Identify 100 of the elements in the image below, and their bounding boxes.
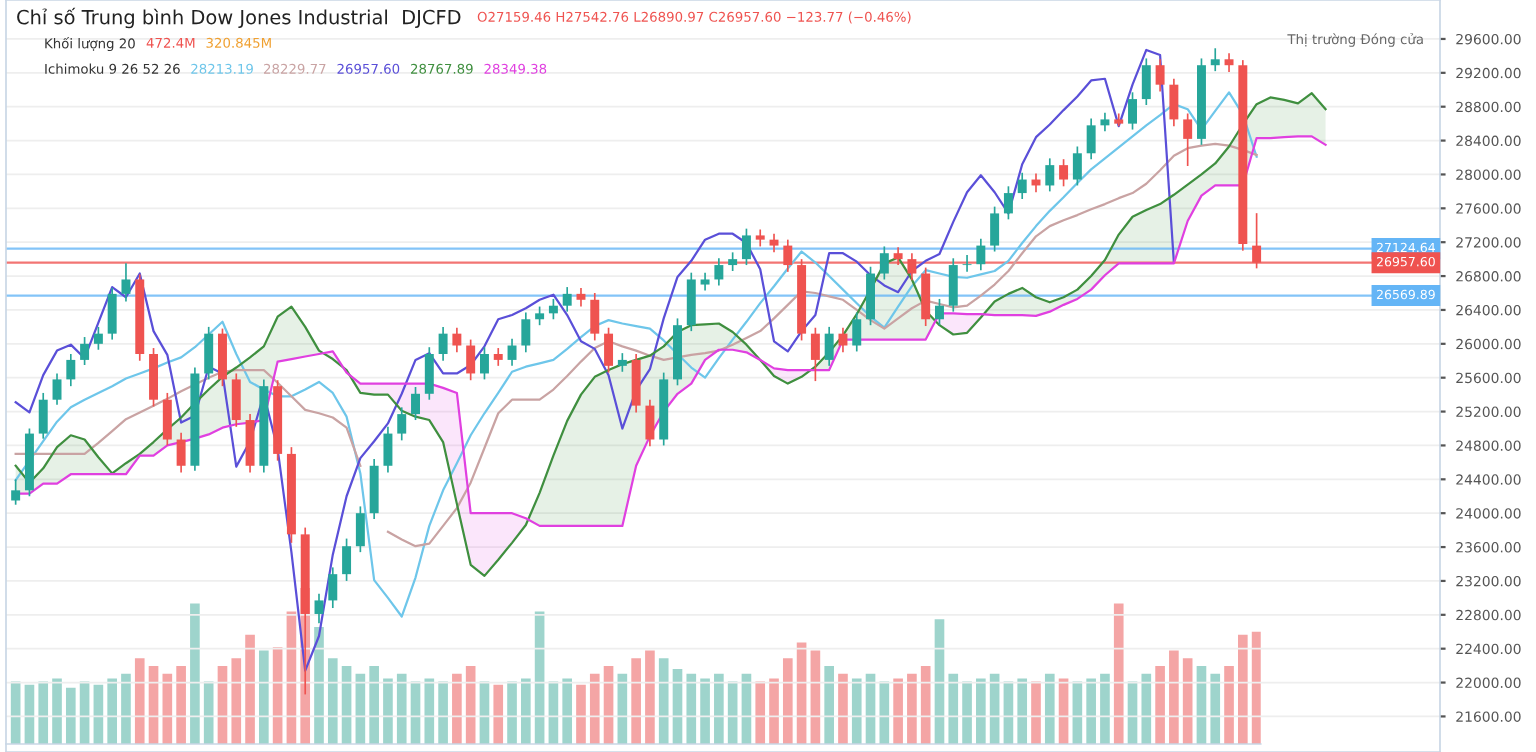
candlestick — [149, 347, 159, 408]
candlestick — [204, 326, 214, 381]
candlestick — [80, 336, 90, 366]
candlestick — [66, 353, 76, 387]
candlestick — [452, 326, 462, 354]
bar — [934, 619, 945, 744]
bar — [1058, 678, 1069, 744]
bar — [686, 673, 697, 744]
candlestick — [1169, 77, 1179, 128]
candlestick — [52, 372, 62, 406]
bar — [493, 684, 504, 744]
bar — [424, 678, 435, 744]
bar — [700, 678, 710, 744]
candlestick — [976, 237, 986, 271]
bar — [1044, 673, 1055, 744]
bar — [148, 666, 159, 744]
bar — [1196, 666, 1207, 744]
bar — [1086, 678, 1096, 744]
bar — [521, 678, 531, 744]
bar — [507, 681, 517, 744]
candlestick — [93, 326, 103, 351]
bar — [65, 687, 76, 744]
bar — [452, 673, 462, 744]
candlestick — [176, 431, 186, 474]
bar — [52, 678, 62, 744]
candlestick — [604, 326, 614, 374]
candlestick — [562, 286, 572, 313]
bar — [190, 603, 200, 744]
candlestick — [686, 271, 696, 332]
candlestick — [921, 266, 931, 327]
candlestick — [521, 311, 531, 354]
candlestick — [328, 566, 338, 609]
candlestick — [466, 338, 476, 382]
candlestick — [631, 353, 641, 414]
bar — [893, 678, 903, 744]
candlestick — [824, 326, 834, 367]
bar — [838, 673, 848, 744]
candlestick — [535, 305, 545, 327]
candlestick — [355, 505, 365, 553]
candlestick — [1072, 145, 1082, 187]
bar — [245, 634, 255, 744]
bar — [231, 658, 242, 744]
candlestick — [479, 346, 489, 381]
candlestick — [1045, 157, 1055, 193]
bar — [259, 650, 269, 744]
candlestick — [590, 292, 600, 342]
candlestick — [1017, 171, 1027, 200]
bar — [658, 658, 669, 744]
candlestick — [1224, 52, 1234, 73]
bar — [962, 681, 972, 744]
candlestick — [411, 386, 420, 421]
bar — [24, 684, 35, 744]
bar — [176, 666, 186, 744]
bar — [1031, 681, 1041, 744]
bar — [948, 673, 959, 744]
candlestick — [1100, 111, 1110, 133]
bar — [314, 627, 324, 744]
bar — [162, 673, 173, 744]
bar — [589, 673, 600, 744]
bar — [1210, 673, 1221, 744]
bar — [1100, 673, 1110, 744]
candlestick — [548, 298, 558, 321]
candlestick — [1003, 185, 1013, 221]
candlestick — [948, 257, 958, 313]
bar — [1224, 666, 1234, 744]
bar — [369, 666, 379, 744]
bar — [562, 678, 573, 744]
candlestick — [1128, 91, 1137, 131]
candlestick — [397, 406, 407, 442]
bar — [38, 681, 49, 744]
candlestick — [38, 392, 48, 440]
bar — [976, 678, 986, 744]
candlestick — [1086, 117, 1096, 161]
line-series — [14, 48, 1175, 672]
candlestick — [714, 257, 724, 287]
candlestick — [1183, 112, 1193, 167]
candlestick — [838, 326, 848, 354]
bar — [920, 666, 931, 744]
candlestick — [617, 352, 627, 373]
bar — [203, 681, 214, 744]
candlestick — [852, 311, 862, 353]
candlestick — [424, 346, 434, 401]
candlestick — [1210, 47, 1220, 72]
bar — [1155, 666, 1165, 744]
candlestick — [576, 287, 586, 308]
bar — [810, 650, 821, 744]
bar — [465, 666, 476, 744]
bar — [824, 666, 834, 744]
candlestick — [769, 232, 779, 254]
candlestick — [231, 372, 241, 428]
candlestick — [342, 537, 352, 582]
candlestick — [645, 398, 655, 448]
bar — [907, 673, 917, 744]
candlestick — [962, 254, 972, 273]
bar — [217, 666, 228, 744]
bar — [121, 673, 131, 744]
bar — [327, 658, 338, 744]
candlestick — [218, 327, 227, 387]
bar — [755, 681, 766, 744]
candlestick — [879, 245, 889, 281]
